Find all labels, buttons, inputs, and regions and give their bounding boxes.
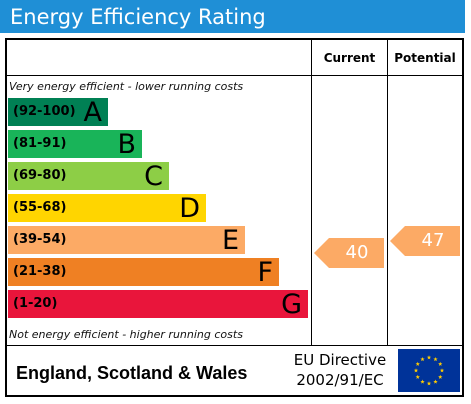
eu-star-icon	[438, 374, 443, 379]
eu-star-icon	[413, 368, 419, 373]
band-range: (39-54)	[13, 232, 67, 247]
band-range: (69-80)	[13, 168, 67, 183]
band-e: (39-54) E	[8, 225, 245, 256]
eu-star-icon	[426, 355, 432, 360]
band-range: (1-20)	[13, 296, 58, 311]
band-letter: F	[257, 257, 273, 288]
current-column-header: Current	[323, 51, 376, 65]
divider-potential	[387, 40, 388, 345]
potential-rating-value: 47	[421, 230, 445, 251]
eu-star-icon	[415, 374, 420, 379]
potential-arrow-icon	[390, 226, 460, 256]
band-letter: E	[221, 225, 239, 256]
eu-star-icon	[426, 381, 432, 386]
footer-divider	[7, 345, 462, 346]
band-letter: A	[83, 97, 102, 128]
band-range: (21-38)	[13, 264, 67, 279]
eu-star-icon	[433, 356, 438, 362]
band-letter: D	[179, 193, 200, 224]
footer-directive: EU Directive 2002/91/EC	[284, 350, 396, 390]
current-arrow-shape	[314, 238, 384, 268]
current-rating-value: 40	[345, 242, 369, 263]
directive-line-2: 2002/91/EC	[296, 371, 384, 389]
band-range: (81-91)	[13, 136, 67, 151]
band-b: (81-91) B	[8, 129, 142, 160]
title-bar: Energy Efficiency Rating	[0, 0, 465, 33]
current-rating-marker: 40	[314, 238, 384, 268]
potential-arrow-shape	[390, 226, 460, 256]
eu-star-icon	[433, 379, 438, 384]
eu-star-icon	[438, 361, 443, 366]
eu-star-icon	[415, 361, 420, 366]
header-divider	[7, 75, 462, 76]
current-arrow-icon	[314, 238, 384, 268]
rating-table	[5, 38, 464, 397]
band-d: (55-68) D	[8, 193, 206, 224]
divider-current	[311, 40, 312, 345]
band-range: (92-100)	[13, 104, 76, 119]
eu-star-icon	[420, 356, 425, 362]
band-a: (92-100) A	[8, 97, 108, 128]
directive-line-1: EU Directive	[293, 351, 387, 369]
band-c: (69-80) C	[8, 161, 169, 192]
potential-column-header: Potential	[394, 51, 456, 65]
band-letter: C	[144, 161, 163, 192]
footer-country: England, Scotland & Wales	[16, 363, 248, 383]
eu-star-icon	[420, 379, 425, 384]
chart-title: Energy Efficiency Rating	[10, 5, 266, 29]
band-g: (1-20) G	[8, 289, 308, 320]
band-letter: G	[281, 289, 302, 320]
bottom-note: Not energy efficient - higher running co…	[9, 328, 243, 341]
eu-flag-stars	[413, 355, 445, 386]
eu-star-icon	[439, 368, 445, 373]
potential-rating-marker: 47	[390, 226, 460, 256]
eu-flag-icon	[398, 349, 460, 392]
top-note: Very energy efficient - lower running co…	[9, 80, 244, 93]
band-range: (55-68)	[13, 200, 67, 215]
band-letter: B	[117, 129, 136, 160]
band-f: (21-38) F	[8, 257, 279, 288]
